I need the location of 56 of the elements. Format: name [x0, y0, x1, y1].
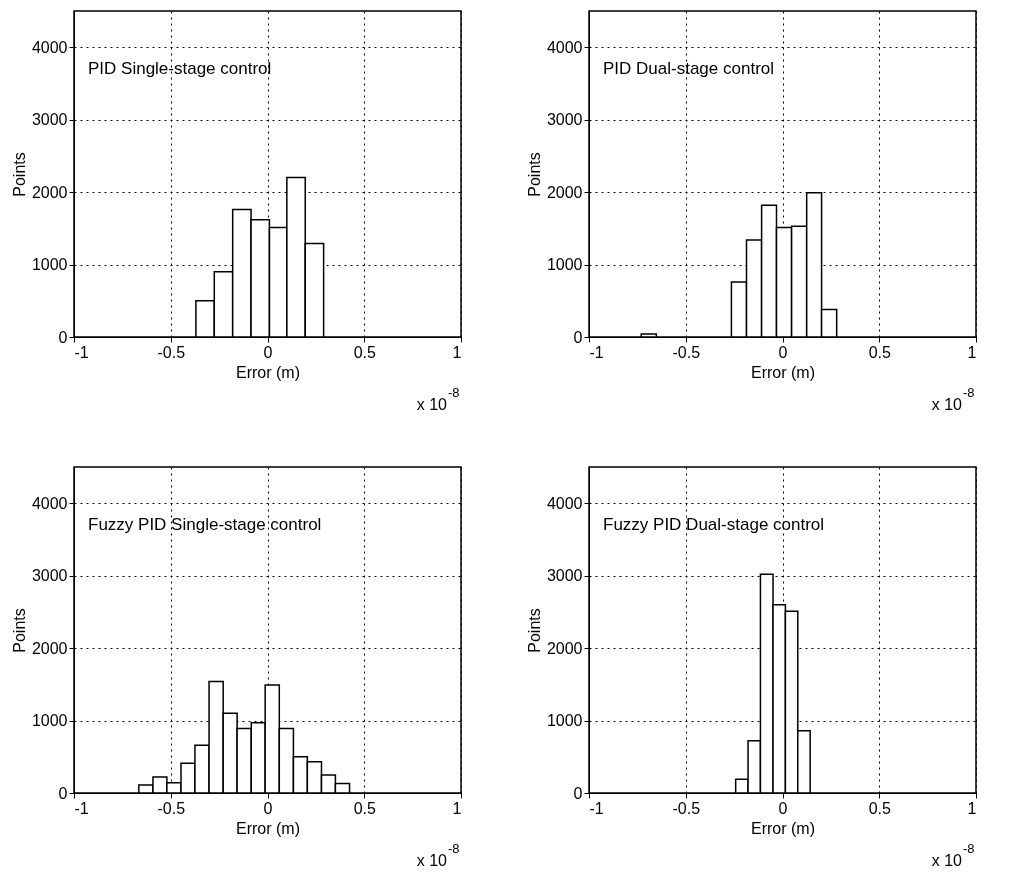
y-tick-label: 4000 — [31, 38, 68, 56]
x-axis-title: Error (m) — [751, 819, 815, 837]
x-tick-label: 1 — [967, 799, 977, 817]
y-tick-label: 3000 — [546, 567, 583, 585]
x-tick-label: -1 — [74, 799, 89, 817]
x-tick-label: 0.5 — [868, 799, 891, 817]
x-tick-label: 0 — [778, 799, 788, 817]
y-tick-label: 4000 — [546, 494, 583, 512]
y-tick-label: 3000 — [31, 567, 68, 585]
text: x 10-8 — [931, 385, 975, 413]
text: x 10-8 — [416, 385, 460, 413]
text: Fuzzy PID Dual-stage control — [603, 515, 825, 534]
x-tick-label: 0 — [263, 799, 273, 817]
x-axis-title: Error (m) — [751, 363, 815, 381]
y-axis-title: Points — [525, 152, 543, 197]
y-tick-label: 0 — [58, 328, 68, 346]
y-tick-label: 1000 — [546, 256, 583, 274]
y-tick-label: 1000 — [31, 256, 68, 274]
y-tick-label: 2000 — [546, 183, 583, 201]
y-tick-label: 0 — [573, 784, 583, 802]
x-tick-label: -1 — [589, 799, 604, 817]
x-tick-label: 1 — [967, 343, 977, 361]
y-tick-label: 2000 — [31, 639, 68, 657]
x-axis-title: Error (m) — [236, 363, 300, 381]
y-tick-label: 1000 — [31, 712, 68, 730]
x-tick-label: -0.5 — [672, 343, 701, 361]
y-tick-label: 3000 — [546, 111, 583, 129]
x-tick-label: 0 — [263, 343, 273, 361]
y-tick-label: 0 — [58, 784, 68, 802]
x-tick-label: -0.5 — [157, 799, 186, 817]
y-tick-label: 2000 — [546, 639, 583, 657]
x-tick-label: -0.5 — [672, 799, 701, 817]
text: PID Single-stage control — [88, 59, 272, 78]
text: x 10-8 — [416, 841, 460, 869]
x-tick-label: -0.5 — [157, 343, 186, 361]
y-axis-title: Points — [10, 152, 28, 197]
text: PID Dual-stage control — [603, 59, 775, 78]
x-axis-title: Error (m) — [236, 819, 300, 837]
x-tick-label: 1 — [452, 343, 462, 361]
y-tick-label: 4000 — [31, 494, 68, 512]
x-tick-label: 1 — [452, 799, 462, 817]
x-tick-label: 0 — [778, 343, 788, 361]
text: Fuzzy PID Single-stage control — [88, 515, 322, 534]
y-tick-label: 2000 — [31, 183, 68, 201]
text: x 10-8 — [931, 841, 975, 869]
x-tick-label: -1 — [74, 343, 89, 361]
y-tick-label: 3000 — [31, 111, 68, 129]
x-tick-label: 0.5 — [868, 343, 891, 361]
y-tick-label: 0 — [573, 328, 583, 346]
y-tick-label: 4000 — [546, 38, 583, 56]
x-tick-label: -1 — [589, 343, 604, 361]
x-tick-label: 0.5 — [353, 799, 376, 817]
y-axis-title: Points — [10, 608, 28, 653]
y-tick-label: 1000 — [546, 712, 583, 730]
y-axis-title: Points — [525, 608, 543, 653]
x-tick-label: 0.5 — [353, 343, 376, 361]
